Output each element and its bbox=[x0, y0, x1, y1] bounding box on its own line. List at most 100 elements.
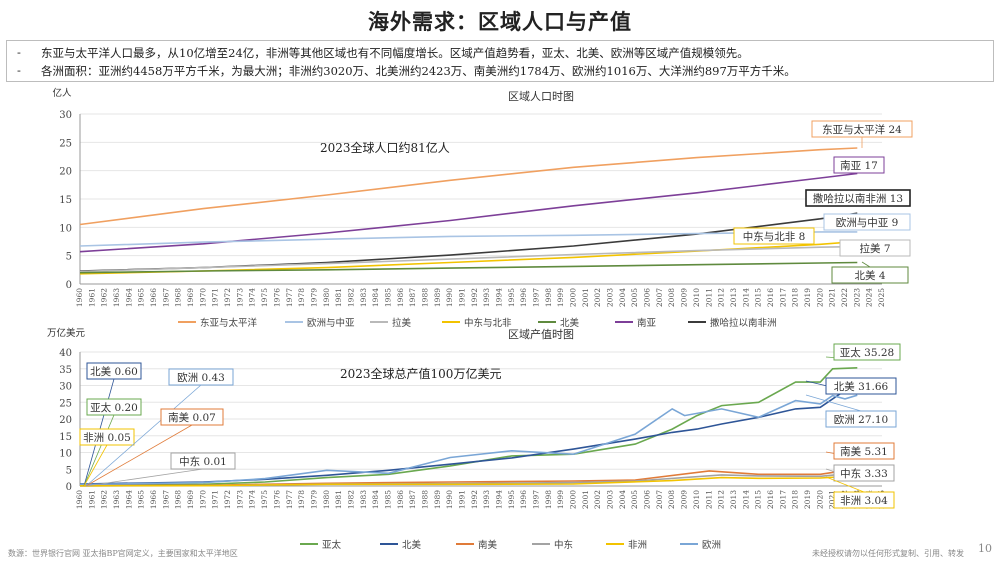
y-tick-label: 5 bbox=[66, 252, 72, 263]
series-line-非洲 bbox=[79, 475, 858, 487]
data-label: 中东与北非 8 bbox=[743, 230, 806, 243]
y-axis-label: 亿人 bbox=[52, 87, 72, 99]
x-tick-label: 1967 bbox=[161, 490, 170, 509]
x-tick-label: 2003 bbox=[606, 288, 615, 307]
callout-box bbox=[79, 428, 135, 446]
y-tick-label: 25 bbox=[59, 138, 72, 149]
x-tick-label: 2020 bbox=[815, 490, 824, 509]
x-tick-label: 2018 bbox=[791, 288, 800, 307]
y-tick-label: 30 bbox=[59, 382, 72, 393]
x-tick-label: 2004 bbox=[618, 288, 627, 307]
x-tick-label: 1974 bbox=[248, 288, 257, 307]
x-tick-label: 2000 bbox=[569, 490, 578, 509]
chart-title: 区域产值时图 bbox=[508, 327, 574, 341]
x-tick-label: 2015 bbox=[754, 490, 763, 509]
x-tick-label: 2021 bbox=[828, 288, 837, 307]
x-tick-label: 1993 bbox=[482, 490, 491, 509]
y-tick-label: 15 bbox=[59, 195, 72, 206]
x-tick-label: 1999 bbox=[556, 288, 565, 307]
x-tick-label: 1969 bbox=[186, 288, 195, 307]
x-tick-label: 1967 bbox=[161, 288, 170, 307]
x-tick-label: 2017 bbox=[778, 490, 787, 509]
x-tick-label: 2010 bbox=[692, 288, 701, 307]
x-tick-label: 1969 bbox=[186, 490, 195, 509]
x-tick-label: 1996 bbox=[519, 288, 528, 307]
callout-box bbox=[811, 120, 913, 138]
x-tick-label: 1991 bbox=[457, 490, 466, 509]
callout-leader bbox=[83, 444, 108, 487]
x-tick-label: 1974 bbox=[248, 490, 257, 509]
series-line-东亚与太平洋 bbox=[79, 147, 858, 226]
x-tick-label: 1990 bbox=[445, 288, 454, 307]
x-tick-label: 1976 bbox=[272, 288, 281, 307]
x-tick-label: 1980 bbox=[322, 490, 331, 509]
x-tick-label: 1962 bbox=[100, 490, 109, 509]
data-label: 北美 31.66 bbox=[834, 380, 889, 393]
x-tick-label: 2012 bbox=[717, 490, 726, 509]
x-tick-label: 1984 bbox=[371, 490, 380, 509]
y-tick-label: 40 bbox=[59, 348, 72, 359]
callout-leader bbox=[85, 468, 204, 487]
y-tick-label: 10 bbox=[59, 223, 72, 234]
x-tick-label: 2000 bbox=[569, 288, 578, 307]
x-tick-label: 2022 bbox=[840, 288, 849, 307]
callout-leader bbox=[85, 424, 193, 487]
x-tick-label: 1966 bbox=[149, 490, 158, 509]
x-tick-label: 1989 bbox=[433, 288, 442, 307]
x-tick-label: 1986 bbox=[396, 288, 405, 307]
x-tick-label: 1978 bbox=[297, 490, 306, 509]
x-tick-label: 1988 bbox=[420, 490, 429, 509]
y-tick-label: 5 bbox=[66, 465, 72, 476]
y-tick-label: 30 bbox=[59, 110, 72, 121]
x-tick-label: 1963 bbox=[112, 288, 121, 307]
x-tick-label: 1985 bbox=[383, 490, 392, 509]
callout-leader bbox=[805, 394, 862, 412]
x-tick-label: 1961 bbox=[87, 288, 96, 307]
x-tick-label: 1987 bbox=[408, 490, 417, 509]
data-label: 亚太 35.28 bbox=[840, 346, 894, 359]
x-tick-label: 1986 bbox=[396, 490, 405, 509]
legend-entry: 欧洲 bbox=[702, 539, 721, 551]
data-label: 中东 0.01 bbox=[179, 455, 227, 468]
x-tick-label: 1979 bbox=[309, 490, 318, 509]
legend-entry: 中东 bbox=[554, 539, 573, 551]
callout-box bbox=[805, 189, 911, 207]
x-tick-label: 1984 bbox=[371, 288, 380, 307]
x-tick-label: 1983 bbox=[359, 288, 368, 307]
x-tick-label: 2001 bbox=[581, 490, 590, 509]
x-tick-label: 1975 bbox=[260, 490, 269, 509]
x-tick-label: 1979 bbox=[309, 288, 318, 307]
data-label: 欧洲 0.43 bbox=[177, 372, 225, 384]
disclaimer: 未经授权请勿以任何形式复制、引用、转发 bbox=[812, 549, 964, 558]
x-tick-label: 2014 bbox=[741, 490, 750, 509]
x-tick-label: 1973 bbox=[235, 490, 244, 509]
y-tick-label: 10 bbox=[59, 449, 72, 460]
x-tick-label: 2009 bbox=[680, 288, 689, 307]
x-tick-label: 1982 bbox=[346, 288, 355, 307]
x-tick-label: 1975 bbox=[260, 288, 269, 307]
y-tick-label: 0 bbox=[66, 482, 72, 493]
data-label: 拉美 7 bbox=[859, 242, 890, 255]
legend-entry: 拉美 bbox=[392, 317, 412, 329]
callout-box bbox=[733, 227, 815, 245]
x-tick-label: 1994 bbox=[495, 490, 504, 509]
legend-entry: 北美 bbox=[402, 539, 422, 551]
x-tick-label: 1970 bbox=[198, 288, 207, 307]
x-tick-label: 1977 bbox=[285, 490, 294, 509]
x-tick-label: 2006 bbox=[643, 288, 652, 307]
x-tick-label: 2013 bbox=[729, 490, 738, 509]
callout-leader bbox=[85, 384, 202, 487]
series-line-欧洲 bbox=[79, 394, 858, 486]
x-tick-label: 1988 bbox=[420, 288, 429, 307]
x-tick-label: 2020 bbox=[815, 288, 824, 307]
data-label: 欧洲 27.10 bbox=[834, 414, 888, 426]
x-tick-label: 1981 bbox=[334, 490, 343, 509]
x-tick-label: 1992 bbox=[470, 288, 479, 307]
callout-box bbox=[833, 343, 901, 361]
x-tick-label: 2009 bbox=[680, 490, 689, 509]
y-tick-label: 20 bbox=[59, 167, 72, 178]
x-tick-label: 1987 bbox=[408, 288, 417, 307]
x-tick-label: 1997 bbox=[532, 288, 541, 307]
x-tick-label: 1990 bbox=[445, 490, 454, 509]
x-tick-label: 2016 bbox=[766, 490, 775, 509]
